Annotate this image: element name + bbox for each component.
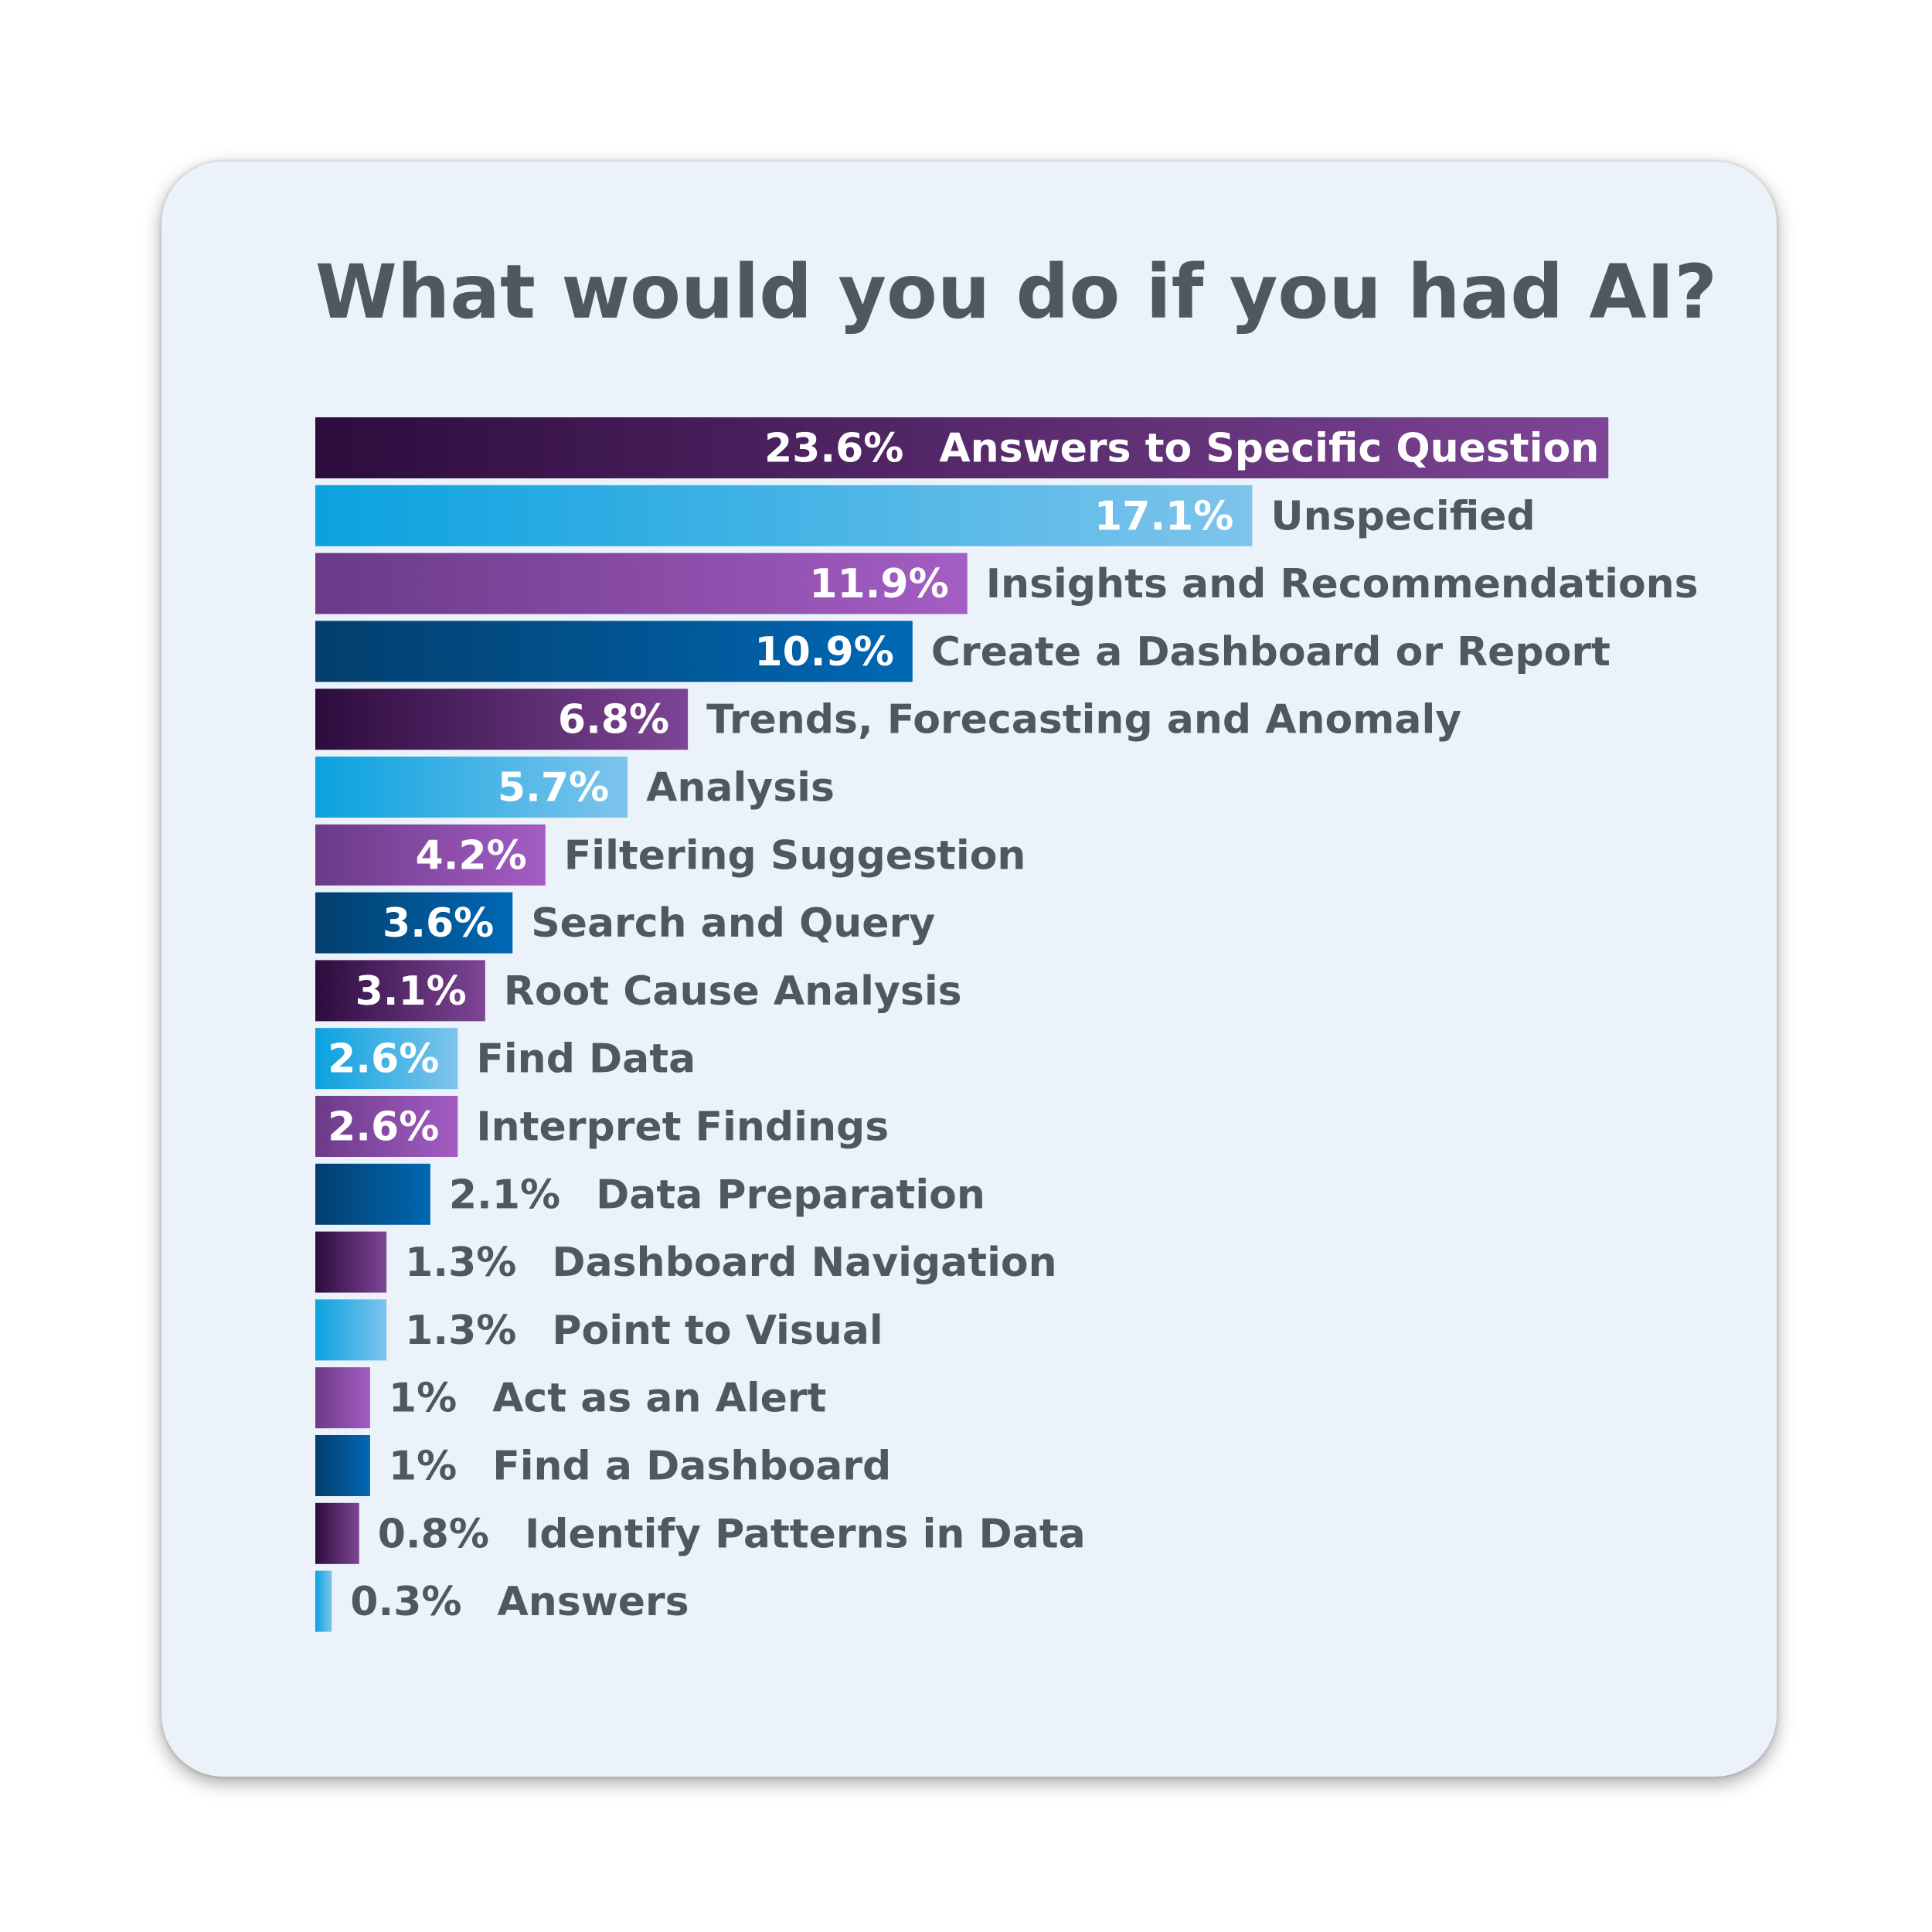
value-label-dashboard-navigation: 1.3% <box>405 1240 516 1286</box>
category-label-answers: Answers <box>497 1579 689 1625</box>
value-label-find-a-dashboard: 1% <box>389 1444 457 1490</box>
bar-identify-patterns-in-data <box>315 1502 359 1564</box>
category-label-act-as-an-alert: Act as an Alert <box>492 1376 826 1422</box>
category-label-root-cause-analysis: Root Cause Analysis <box>504 968 962 1015</box>
bar-root-cause-analysis <box>315 960 485 1022</box>
category-label-trends-forecasting-and-anomaly: Trends, Forecasting and Anomaly <box>706 697 1461 743</box>
bar-dashboard-navigation <box>315 1231 387 1293</box>
value-label-create-a-dashboard-or-report: 10.9% <box>754 629 893 675</box>
bar-analysis <box>315 757 628 818</box>
value-label-interpret-findings: 2.6% <box>328 1104 439 1151</box>
category-label-analysis: Analysis <box>646 765 835 811</box>
value-label-answers: 0.3% <box>350 1579 461 1625</box>
bar-unspecified <box>315 485 1253 546</box>
bar-find-a-dashboard <box>315 1435 370 1496</box>
bar-answers <box>315 1570 332 1632</box>
value-label-trends-forecasting-and-anomaly: 6.8% <box>558 697 669 743</box>
bar-answers-to-specific-question <box>315 417 1609 478</box>
category-label-dashboard-navigation: Dashboard Navigation <box>552 1240 1056 1286</box>
category-label-unspecified: Unspecified <box>1270 493 1535 539</box>
value-label-analysis: 5.7% <box>498 765 609 811</box>
bar-find-data <box>315 1028 458 1090</box>
category-label-point-to-visual: Point to Visual <box>552 1308 883 1354</box>
category-label-find-data: Find Data <box>476 1036 696 1083</box>
bar-trends-forecasting-and-anomaly <box>315 689 689 750</box>
chart-title: What would you do if you had AI? <box>315 249 1718 335</box>
value-label-filtering-suggestion: 4.2% <box>416 832 527 879</box>
value-label-data-preparation: 2.1% <box>449 1172 560 1218</box>
value-label-unspecified: 17.1% <box>1094 493 1233 539</box>
category-label-create-a-dashboard-or-report: Create a Dashboard or Report <box>931 629 1611 675</box>
category-label-interpret-findings: Interpret Findings <box>476 1104 889 1151</box>
category-label-insights-and-recommendations: Insights and Recommendations <box>986 561 1699 607</box>
category-label-find-a-dashboard: Find a Dashboard <box>492 1444 891 1490</box>
value-label-search-and-query: 3.6% <box>383 900 494 947</box>
bar-create-a-dashboard-or-report <box>315 621 913 682</box>
value-label-identify-patterns-in-data: 0.8% <box>378 1511 489 1557</box>
value-label-answers-to-specific-question: 23.6% <box>764 426 903 472</box>
value-label-point-to-visual: 1.3% <box>405 1308 516 1354</box>
bar-insights-and-recommendations <box>315 553 968 614</box>
value-label-root-cause-analysis: 3.1% <box>355 968 467 1015</box>
category-label-filtering-suggestion: Filtering Suggestion <box>564 832 1026 879</box>
category-label-search-and-query: Search and Query <box>531 900 935 947</box>
value-label-act-as-an-alert: 1% <box>389 1376 457 1422</box>
value-label-insights-and-recommendations: 11.9% <box>809 561 948 607</box>
value-label-find-data: 2.6% <box>328 1036 439 1083</box>
bar-search-and-query <box>315 892 513 954</box>
category-label-answers-to-specific-question: Answers to Specific Question <box>939 426 1599 472</box>
bar-act-as-an-alert <box>315 1367 370 1429</box>
bar-data-preparation <box>315 1163 430 1225</box>
bar-point-to-visual <box>315 1299 387 1361</box>
bar-filtering-suggestion <box>315 824 546 886</box>
bar-interpret-findings <box>315 1096 458 1157</box>
category-label-data-preparation: Data Preparation <box>596 1172 985 1218</box>
category-label-identify-patterns-in-data: Identify Patterns in Data <box>525 1511 1086 1557</box>
